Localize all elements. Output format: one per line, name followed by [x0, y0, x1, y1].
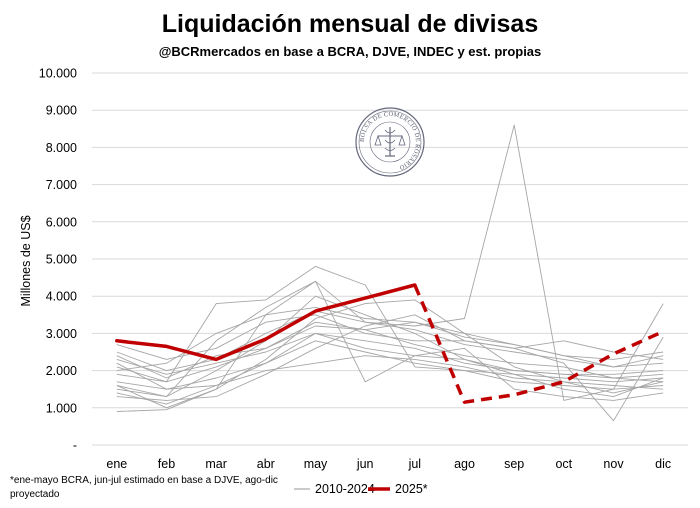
- x-tick-label: dic: [655, 457, 671, 471]
- y-tick-label: 5.000: [46, 253, 77, 267]
- y-axis-ticks: - 1.000 2.000 3.000 4.000 5.000 6.000 7.000 8.00…: [39, 67, 77, 453]
- y-tick-label: 8.000: [46, 141, 77, 155]
- current-series-projected-line: [413, 284, 664, 404]
- x-tick-label: ene: [106, 457, 127, 471]
- x-tick-label: ago: [454, 457, 475, 471]
- historical-series-line: [116, 325, 664, 383]
- historical-series-line: [116, 124, 664, 409]
- historical-series-line: [116, 332, 664, 375]
- y-tick-label: 10.000: [39, 67, 77, 81]
- historical-series-line: [116, 280, 664, 401]
- y-tick-label: 9.000: [46, 104, 77, 118]
- current-series-actual-line: [115, 283, 417, 362]
- x-tick-label: sep: [504, 457, 524, 471]
- x-tick-label: oct: [555, 457, 572, 471]
- x-tick-label: jul: [408, 457, 422, 471]
- historical-series-line: [116, 332, 664, 390]
- x-axis-ticks: ene feb mar abr may jun jul ago sep oct nov dic: [106, 457, 671, 471]
- x-tick-label: may: [304, 457, 328, 471]
- y-tick-label: 2.000: [46, 364, 77, 378]
- y-tick-label: 6.000: [46, 215, 77, 229]
- historical-series-line: [116, 310, 664, 372]
- chart-subtitle: @BCRmercados en base a BCRA, DJVE, INDEC…: [159, 44, 542, 59]
- x-tick-label: feb: [158, 457, 175, 471]
- y-tick-label: 1.000: [46, 401, 77, 415]
- legend-label-historical: 2010-2024: [315, 482, 375, 496]
- current-series-lines: [115, 283, 664, 404]
- y-axis-label: Millones de US$: [19, 215, 33, 306]
- x-tick-label: mar: [205, 457, 227, 471]
- historical-series-line: [116, 314, 664, 422]
- footnote-line-1: *ene-mayo BCRA, jun-jul estimado en base…: [10, 475, 278, 486]
- legend-label-current: 2025*: [395, 482, 428, 496]
- x-tick-label: jun: [356, 457, 374, 471]
- legend: 2010-2024 2025*: [294, 482, 428, 496]
- footnote-line-2: proyectado: [10, 489, 60, 500]
- historical-series-lines: [116, 124, 664, 422]
- chart-title: Liquidación mensual de divisas: [162, 10, 539, 38]
- x-tick-label: abr: [257, 457, 275, 471]
- x-tick-label: nov: [603, 457, 624, 471]
- y-tick-label: -: [73, 439, 77, 453]
- historical-series-line: [116, 355, 664, 405]
- y-tick-label: 4.000: [46, 290, 77, 304]
- y-tick-label: 3.000: [46, 327, 77, 341]
- y-tick-label: 7.000: [46, 178, 77, 192]
